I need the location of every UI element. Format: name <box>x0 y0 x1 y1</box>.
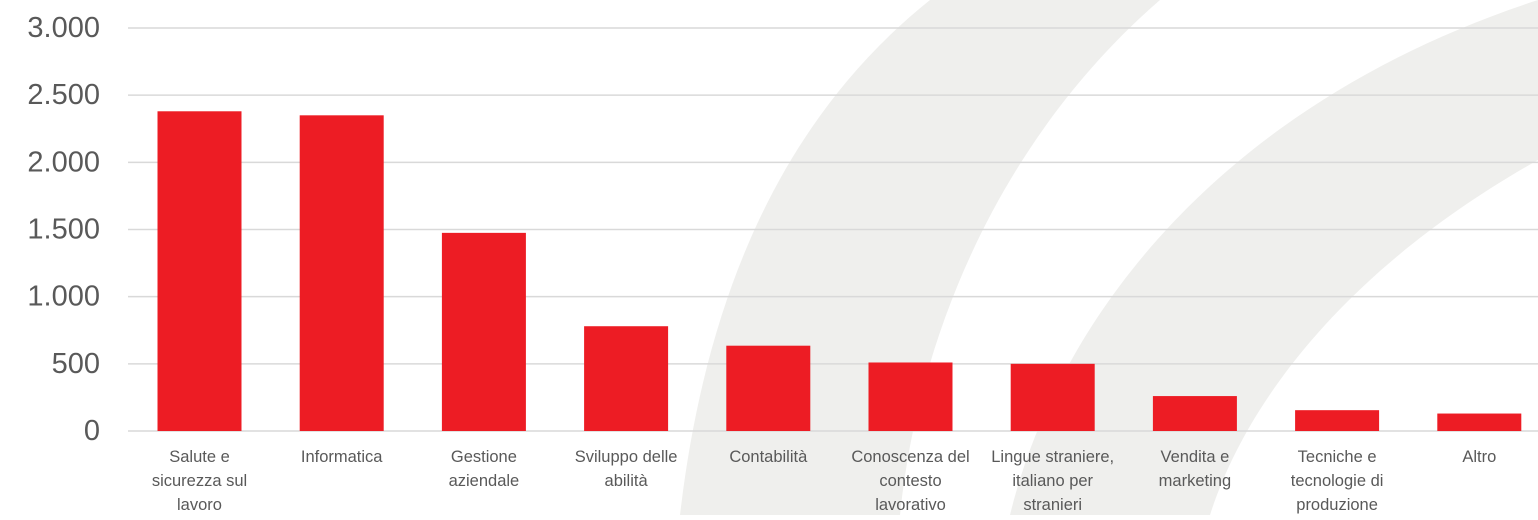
x-tick-label: Sviluppo delle abilità <box>575 448 678 490</box>
x-tick-label-line: Salute e <box>169 448 230 466</box>
y-axis-tick-labels: 0 500 1.000 1.500 2.000 2.500 3.000 <box>27 12 100 447</box>
x-tick-label: Vendita e marketing <box>1159 448 1231 490</box>
y-tick-label: 1.500 <box>27 214 100 246</box>
bar <box>1152 396 1237 431</box>
bar <box>1437 413 1522 431</box>
bar <box>1010 363 1095 431</box>
x-tick-label: Altro <box>1462 448 1496 466</box>
x-tick-label-line: italiano per <box>1012 472 1093 490</box>
background-decoration <box>680 0 1538 515</box>
x-tick-label-line: contesto <box>879 472 941 490</box>
y-tick-label: 1.000 <box>27 281 100 313</box>
bar <box>726 345 811 431</box>
x-tick-label-line: sicurezza sul <box>152 472 247 490</box>
background-arc-right <box>1010 0 1538 515</box>
x-tick-label-line: aziendale <box>449 472 520 490</box>
y-tick-label: 2.500 <box>27 79 100 111</box>
bar <box>584 326 669 431</box>
x-tick-label-line: Vendita e <box>1160 448 1229 466</box>
bar <box>1295 410 1380 431</box>
y-tick-label: 2.000 <box>27 146 100 178</box>
x-tick-label-line: Tecniche e <box>1298 448 1377 466</box>
y-tick-label: 0 <box>84 415 100 447</box>
x-tick-label-line: marketing <box>1159 472 1231 490</box>
bars <box>157 111 1522 432</box>
bar <box>441 232 526 431</box>
x-tick-label-line: abilità <box>605 472 649 490</box>
x-tick-label-line: Contabilità <box>729 448 808 466</box>
x-tick-label-line: lavorativo <box>875 496 946 514</box>
x-tick-label-line: Lingue straniere, <box>991 448 1114 466</box>
x-tick-label: Salute e sicurezza sul lavoro <box>152 448 247 514</box>
x-tick-label-line: Altro <box>1462 448 1496 466</box>
x-tick-label-line: Informatica <box>301 448 383 466</box>
x-tick-label-line: lavoro <box>177 496 222 514</box>
x-tick-label-line: tecnologie di <box>1291 472 1384 490</box>
x-tick-label: Gestione aziendale <box>449 448 520 490</box>
x-axis-category-labels: Salute e sicurezza sul lavoro Informatica Ge… <box>152 448 1496 514</box>
x-tick-label: Lingue straniere, italiano per stranieri <box>991 448 1114 514</box>
x-tick-label-line: stranieri <box>1023 496 1082 514</box>
y-tick-label: 500 <box>52 348 100 380</box>
x-tick-label: Informatica <box>301 448 383 466</box>
y-tick-label: 3.000 <box>27 12 100 44</box>
x-tick-label-line: produzione <box>1296 496 1378 514</box>
bar <box>299 115 384 432</box>
bar <box>157 111 242 431</box>
x-tick-label: Tecniche e tecnologie di produzione <box>1291 448 1384 514</box>
x-tick-label: Contabilità <box>729 448 808 466</box>
bar <box>868 362 953 431</box>
x-tick-label-line: Sviluppo delle <box>575 448 678 466</box>
x-tick-label-line: Gestione <box>451 448 517 466</box>
x-tick-label: Conoscenza del contesto lavorativo <box>851 448 969 514</box>
x-tick-label-line: Conoscenza del <box>851 448 969 466</box>
